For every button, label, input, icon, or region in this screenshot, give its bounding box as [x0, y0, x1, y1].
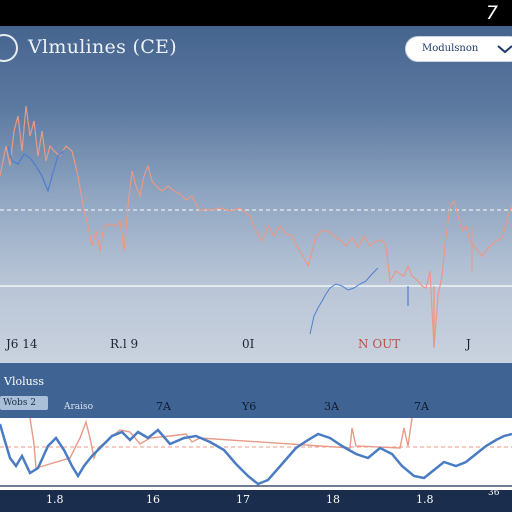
top-number: 7	[485, 2, 498, 24]
bottom-mark-label: 36	[488, 488, 500, 498]
top-strip: 7	[0, 0, 512, 26]
dropdown-label: Modulsnon	[422, 43, 479, 54]
app-title: Vlmulines (CE)	[28, 36, 177, 58]
lower-panel-subtitle: Araiso	[64, 402, 94, 412]
metric-dropdown[interactable]: Modulsnon	[405, 36, 512, 62]
bottom-tick-label: 18	[326, 493, 340, 506]
lower-chart-panel	[0, 418, 512, 490]
chevron-down-icon	[497, 45, 512, 54]
bottom-tick-label: 1.8	[416, 493, 434, 506]
upper-tick-label: J6 14	[6, 337, 38, 351]
lower-series-blue	[0, 423, 512, 486]
legend-badge[interactable]: Wobs 2	[0, 396, 48, 410]
upper-series-blue	[7, 145, 65, 194]
lower-tick-label: Y6	[242, 400, 257, 413]
upper-tick-label: 0I	[242, 337, 255, 351]
upper-tick-label: R.l 9	[110, 337, 139, 351]
upper-chart-area	[0, 26, 512, 363]
upper-tick-label: N OUT	[358, 337, 401, 351]
lower-tick-label: 7A	[156, 400, 171, 413]
logo-icon	[0, 34, 18, 62]
bottom-tick-label: 17	[236, 493, 250, 506]
lower-tick-label: 7A	[414, 400, 429, 413]
lower-panel-title: Vloluss	[4, 375, 44, 388]
bottom-tick-label: 16	[146, 493, 160, 506]
upper-chart	[0, 105, 512, 349]
upper-series-blue-2	[309, 267, 379, 335]
bottom-axis-strip	[0, 490, 512, 512]
lower-series-red	[29, 418, 413, 469]
upper-tick-label: J	[466, 337, 471, 351]
lower-tick-label: 3A	[324, 400, 339, 413]
bottom-tick-label: 1.8	[46, 493, 64, 506]
lower-chart	[0, 418, 512, 487]
upper-series-red	[0, 105, 512, 349]
